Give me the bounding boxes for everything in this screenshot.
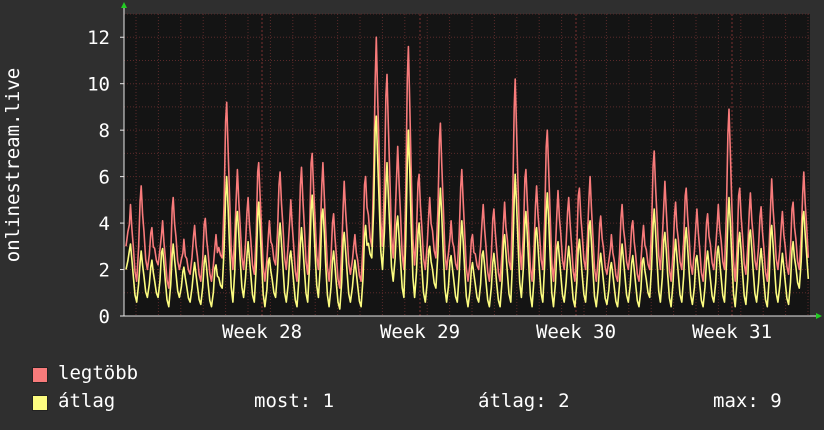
axes [120,2,822,319]
y-tick-label: 6 [99,167,110,189]
y-tick-label: 8 [99,120,110,142]
x-tick-label: Week 30 [536,321,616,343]
stat-avg-value: 2 [558,390,570,412]
legend-swatch-max [32,367,48,383]
stat-avg: átlag: 2 [478,390,570,412]
y-axis-arrow-icon [121,2,127,8]
stat-avg-label: átlag: [478,390,547,412]
stat-now-label: most: [254,390,312,412]
y-tick-label: 0 [99,306,110,328]
x-tick-label: Week 31 [692,321,772,343]
stat-max: max: 9 [713,390,782,412]
series-layer [125,36,810,310]
y-tick-label: 10 [87,74,110,96]
series-line-max [125,36,810,289]
y-tick-label: 4 [99,213,110,235]
stat-now-value: 1 [322,390,335,412]
stat-max-value: 9 [770,390,782,412]
stat-max-label: max: [713,390,759,412]
y-tick-label: 12 [87,27,110,49]
x-axis-arrow-icon [816,313,822,319]
series-line-avg [125,115,810,310]
x-tick-label: Week 29 [380,321,460,343]
y-tick-label: 2 [99,260,110,282]
tick-labels: 0 2 4 6 8 10 12 Week 28 Week 29 Week 30 Week 31 [87,27,772,343]
legend-label-avg: átlag [58,390,116,412]
y-axis-label: onlinestream.live [2,68,24,262]
stat-now: most: 1 [254,390,334,412]
legend-label-max: legtöbb [58,362,139,384]
x-tick-label: Week 28 [222,321,302,343]
legend-swatch-avg [32,395,48,411]
